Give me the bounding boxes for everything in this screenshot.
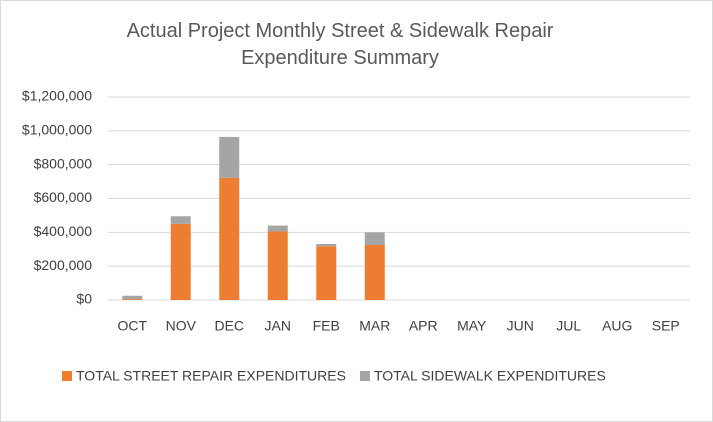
bar-segment [267, 225, 288, 232]
bar-segment [170, 216, 191, 224]
x-tick-label: JAN [265, 318, 291, 334]
y-tick-label: $0 [76, 291, 92, 307]
legend-swatch [62, 371, 72, 381]
y-tick-label: $200,000 [34, 257, 93, 273]
legend-label: TOTAL SIDEWALK EXPENDITURES [374, 368, 606, 384]
legend-label: TOTAL STREET REPAIR EXPENDITURES [76, 368, 346, 384]
x-tick-label: JUL [556, 318, 581, 334]
bar-segment [170, 223, 191, 300]
bar-segment [316, 246, 337, 300]
bar-segment [219, 136, 240, 178]
y-tick-label: $400,000 [34, 223, 93, 239]
legend-swatch [359, 371, 370, 381]
x-tick-label: APR [409, 318, 438, 334]
x-tick-label: MAR [359, 318, 390, 334]
bar-segment [219, 177, 240, 300]
y-tick-label: $1,000,000 [22, 122, 92, 138]
bar-segment [122, 295, 143, 300]
y-tick-label: $600,000 [34, 189, 93, 205]
bar-segment [316, 244, 337, 247]
x-tick-label: MAY [457, 318, 487, 334]
x-tick-label: OCT [117, 318, 147, 334]
bar-segment [364, 245, 385, 300]
x-tick-label: DEC [214, 318, 244, 334]
x-tick-label: SEP [652, 318, 680, 334]
x-tick-label: JUN [507, 318, 534, 334]
x-tick-label: AUG [602, 318, 632, 334]
chart-title: Actual Project Monthly Street & Sidewalk… [126, 20, 554, 69]
bar-segment [364, 232, 385, 246]
x-tick-label: NOV [166, 318, 197, 334]
x-tick-label: FEB [313, 318, 340, 334]
bar-segment [267, 231, 288, 300]
y-tick-label: $800,000 [34, 155, 93, 171]
y-tick-label: $1,200,000 [22, 88, 92, 104]
bar-segment [122, 299, 143, 300]
